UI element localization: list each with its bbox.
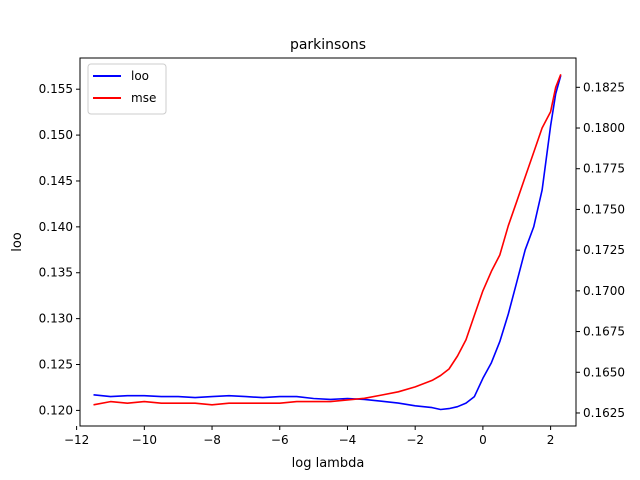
y-right-tick-label: 0.1625 xyxy=(583,406,625,420)
y-right-tick-label: 0.1825 xyxy=(583,80,625,94)
chart-title: parkinsons xyxy=(290,37,366,53)
x-tick-label: −8 xyxy=(203,433,221,447)
y-axis-right: 0.1625 0.1650 0.1675 0.1700 0.1725 0.1750 0.17… xyxy=(576,80,625,420)
y-right-tick-label: 0.1700 xyxy=(583,284,625,298)
y-left-tick-label: 0.145 xyxy=(39,174,73,188)
x-tick-label: −6 xyxy=(271,433,289,447)
y-axis-left: 0.120 0.125 0.130 0.135 0.140 0.145 0.150 0.155 xyxy=(39,82,80,417)
y-right-tick-label: 0.1650 xyxy=(583,365,625,379)
y-right-tick-label: 0.1800 xyxy=(583,121,625,135)
y-left-tick-label: 0.125 xyxy=(39,358,73,372)
y-right-tick-label: 0.1675 xyxy=(583,325,625,339)
y-right-tick-label: 0.1775 xyxy=(583,162,625,176)
y-left-tick-label: 0.130 xyxy=(39,312,73,326)
y-right-tick-label: 0.1750 xyxy=(583,202,625,216)
legend-label-mse: mse xyxy=(131,91,156,105)
y-axis-label-left: loo xyxy=(10,232,25,252)
x-tick-label: −10 xyxy=(132,433,157,447)
y-right-tick-label: 0.1725 xyxy=(583,243,625,257)
x-tick-label: 2 xyxy=(547,433,555,447)
x-tick-label: 0 xyxy=(479,433,487,447)
series-line-mse xyxy=(93,74,562,406)
series-line-loo xyxy=(93,75,562,411)
y-left-tick-label: 0.120 xyxy=(39,403,73,417)
y-left-tick-label: 0.150 xyxy=(39,128,73,142)
legend-box xyxy=(87,63,167,115)
legend: loo mse xyxy=(87,63,167,115)
plot-frame xyxy=(79,57,577,427)
y-left-tick-label: 0.140 xyxy=(39,220,73,234)
y-left-tick-label: 0.135 xyxy=(39,266,73,280)
x-axis: −12 −10 −8 −6 −4 −2 0 2 xyxy=(64,426,554,447)
x-axis-label: log lambda xyxy=(292,456,365,471)
x-tick-label: −4 xyxy=(339,433,357,447)
series-layer xyxy=(93,74,562,411)
legend-label-loo: loo xyxy=(131,69,149,83)
x-tick-label: −12 xyxy=(64,433,89,447)
x-tick-label: −2 xyxy=(406,433,424,447)
y-left-tick-label: 0.155 xyxy=(39,82,73,96)
